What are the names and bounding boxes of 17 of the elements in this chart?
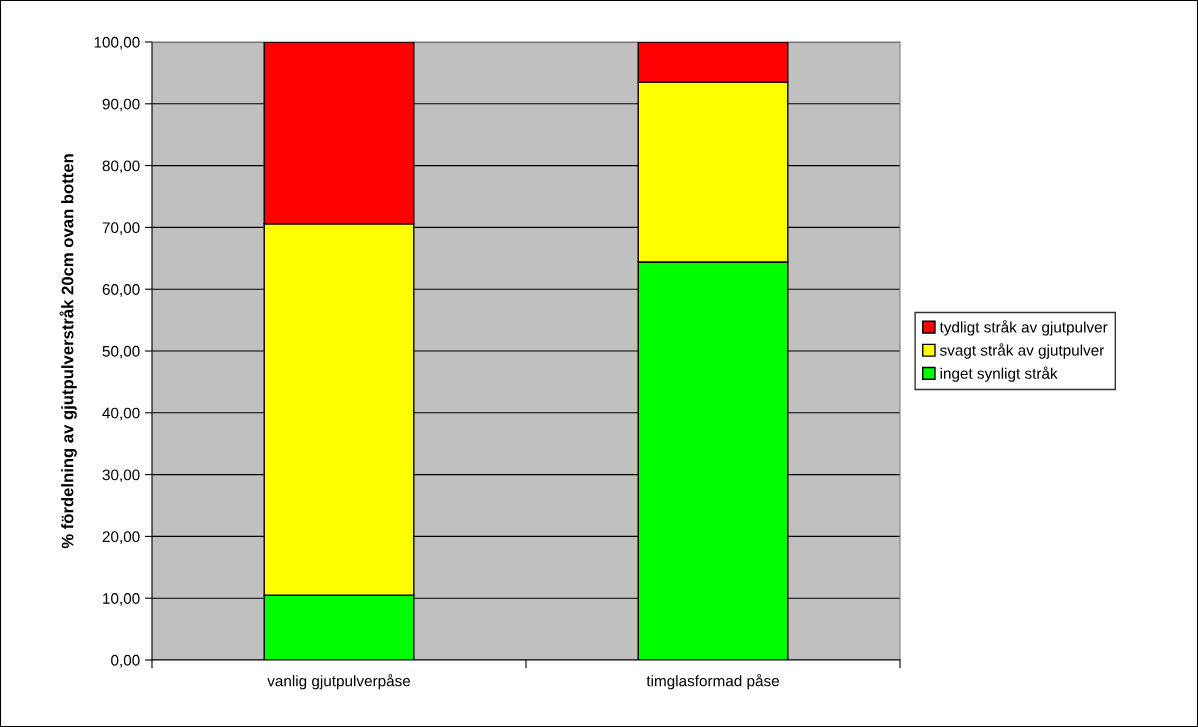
x-tick-label: vanlig gjutpulverpåse bbox=[267, 673, 411, 690]
y-tick-label: 30,00 bbox=[102, 469, 140, 483]
y-tick-label: 0,00 bbox=[111, 654, 140, 668]
y-tick-label: 80,00 bbox=[102, 160, 140, 174]
y-tick-label: 90,00 bbox=[102, 98, 140, 112]
legend-label: tydligt stråk av gjutpulver bbox=[939, 320, 1108, 336]
y-tick-label: 100,00 bbox=[94, 36, 140, 50]
y-axis-title: % fördelning av gjutpulverstråk 20cm ovan botten bbox=[59, 154, 77, 549]
y-tick-label: 20,00 bbox=[102, 531, 140, 544]
legend-label: inget synligt stråk bbox=[940, 366, 1058, 382]
y-tick-label: 40,00 bbox=[102, 407, 140, 421]
y-tick-label: 50,00 bbox=[102, 345, 140, 359]
x-tick-label: timglasformad påse bbox=[646, 673, 779, 690]
y-tick-label: 60,00 bbox=[102, 284, 140, 297]
legend-label: svagt stråk av gjutpulver bbox=[939, 343, 1105, 359]
y-tick-label: 10,00 bbox=[103, 593, 140, 606]
y-tick-label: 70,00 bbox=[102, 222, 140, 235]
